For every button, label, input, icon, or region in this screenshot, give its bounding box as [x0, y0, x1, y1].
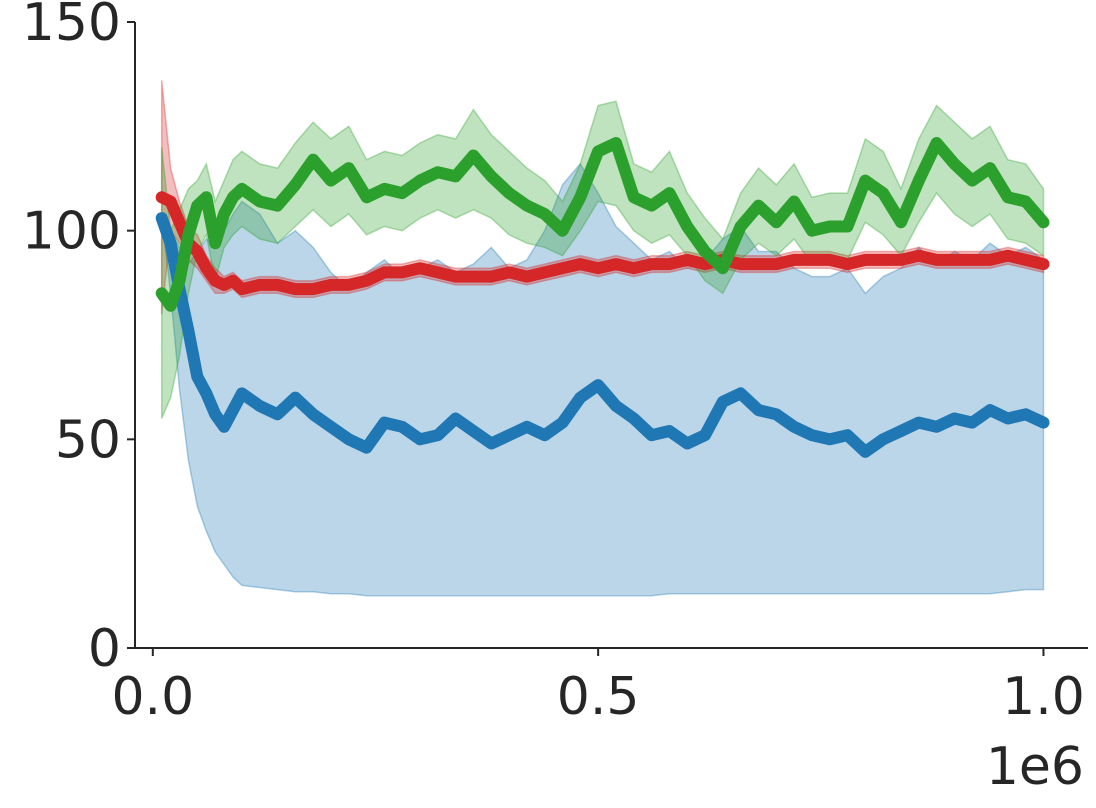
confidence-bands	[160, 80, 1045, 597]
x-tick-label: 0.0	[111, 667, 194, 727]
series-3-band	[160, 100, 1045, 419]
y-tick-label: 100	[22, 202, 121, 262]
series-lines	[155, 137, 1050, 458]
x-exponent-label: 1e6	[986, 737, 1084, 797]
series-1-line	[155, 212, 1050, 458]
x-tick-label: 1.0	[1002, 667, 1085, 727]
series-2-line	[155, 191, 1050, 296]
axes	[134, 22, 1088, 649]
series-3-line	[155, 137, 1050, 312]
ticks: 0 50 100 150 0.0 0.5 1.0	[22, 0, 1085, 727]
y-tick-label: 150	[22, 0, 121, 53]
y-tick-label: 0	[88, 619, 121, 679]
y-tick-label: 50	[55, 410, 121, 470]
x-tick-label: 0.5	[557, 667, 640, 727]
